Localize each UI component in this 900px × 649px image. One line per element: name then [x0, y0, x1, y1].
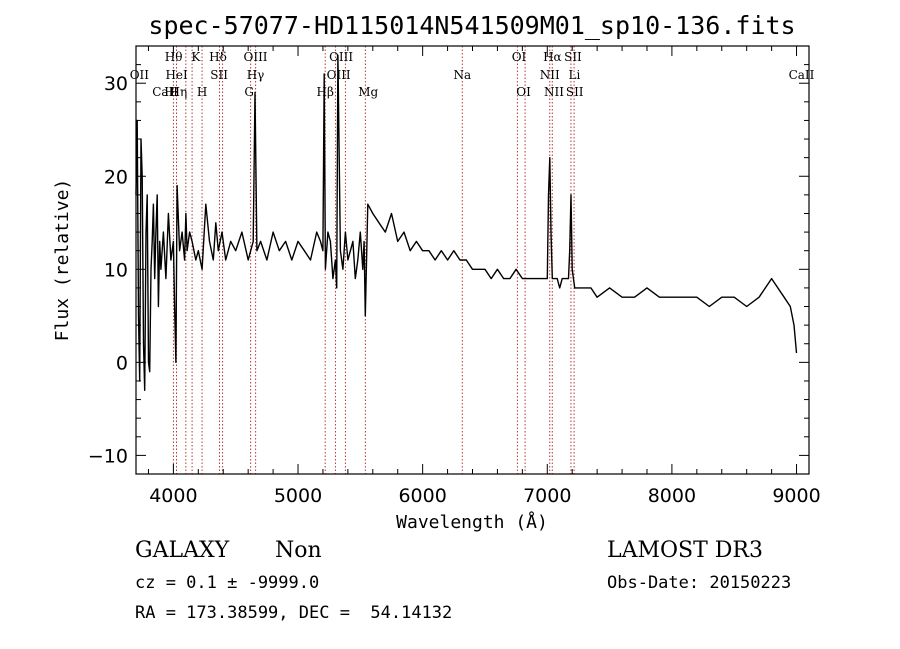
- line-label-23: SII: [564, 50, 582, 64]
- line-label-10: OIII: [243, 50, 267, 64]
- line-label-24: Li: [569, 68, 581, 82]
- coordinates: RA = 173.38599, DEC = 54.14132: [135, 603, 453, 623]
- x-tick-label: 9000: [772, 485, 820, 507]
- line-label-15: Hβ: [316, 85, 333, 99]
- line-label-19: OI: [516, 85, 531, 99]
- line-label-8: Hδ: [209, 50, 227, 64]
- line-label-11: Hγ: [247, 68, 265, 82]
- spectrum-line: [135, 54, 798, 391]
- y-tick-label: 30: [104, 73, 128, 95]
- line-label-2: H: [164, 85, 174, 99]
- x-tick-label: 7000: [523, 485, 571, 507]
- line-label-1: CaII: [152, 85, 178, 99]
- line-label-4: Hη: [170, 85, 188, 99]
- obs-date: Obs-Date: 20150223: [607, 573, 792, 593]
- spectral-line-markers: [172, 46, 575, 474]
- x-tick-label: 6000: [398, 485, 446, 507]
- line-label-6: K: [191, 50, 201, 64]
- line-label-18: OI: [512, 50, 527, 64]
- line-label-17: Na: [453, 68, 471, 82]
- x-axis-label: Wavelength (Å): [396, 511, 548, 533]
- line-label-9: SII: [210, 68, 228, 82]
- object-class: GALAXY: [135, 538, 230, 563]
- y-tick-label: 10: [104, 259, 128, 281]
- x-tick-label: 8000: [648, 485, 696, 507]
- line-label-0: OII: [130, 68, 150, 82]
- y-tick-label: 20: [104, 166, 128, 188]
- plot-frame: [135, 45, 810, 475]
- survey-name: LAMOST DR3: [607, 538, 763, 563]
- object-subclass: Non: [275, 538, 322, 563]
- line-label-22: NII: [544, 85, 564, 99]
- y-tick-label: −10: [88, 445, 128, 467]
- line-label-21: NII: [540, 68, 560, 82]
- y-axis-label: Flux (relative): [52, 179, 73, 342]
- line-label-16: Mg: [358, 85, 378, 99]
- redshift-line: cz = 0.1 ± -9999.0: [135, 573, 320, 593]
- axis-ticks: 4000 5000 6000 7000 8000 9000 −10 0 10 20 30: [88, 45, 821, 507]
- x-tick-label: 4000: [149, 485, 197, 507]
- line-label-26: CaII: [789, 68, 815, 82]
- y-tick-label: 0: [116, 352, 128, 374]
- line-label-12: G: [244, 85, 254, 99]
- line-label-20: Hα: [543, 50, 562, 64]
- line-label-25: SII: [566, 85, 584, 99]
- line-label-5: HeI: [165, 68, 188, 82]
- chart-title: spec-57077-HD115014N541509M01_sp10-136.f…: [148, 11, 795, 40]
- line-label-7: H: [197, 85, 207, 99]
- line-label-13: OIII: [329, 50, 353, 64]
- x-tick-label: 5000: [274, 485, 322, 507]
- line-label-3: Hθ: [165, 50, 183, 64]
